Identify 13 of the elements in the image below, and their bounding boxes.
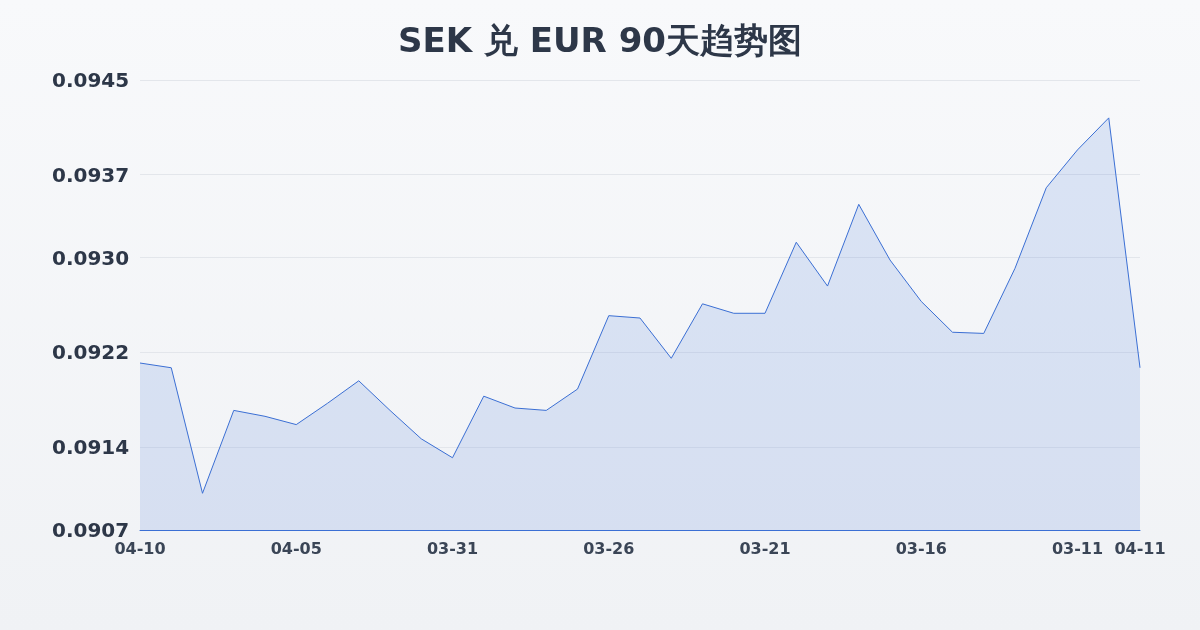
y-tick-label: 0.0930 [52, 245, 130, 270]
x-tick-label: 04-05 [270, 538, 322, 558]
y-tick-label: 0.0922 [52, 340, 130, 365]
x-tick-label: 04-11 [1114, 538, 1166, 558]
x-tick-label: 03-31 [426, 538, 479, 558]
x-tick-label: 03-16 [895, 538, 947, 558]
x-tick-label: 03-11 [1051, 538, 1104, 558]
y-tick-label: 0.0914 [52, 435, 130, 460]
y-tick-label: 0.0937 [52, 162, 130, 187]
y-tick-label: 0.0945 [52, 68, 130, 92]
x-tick-label: 03-26 [583, 538, 635, 558]
x-tick-label: 03-21 [739, 538, 791, 558]
chart-title: SEK 兑 EUR 90天趋势图 [398, 20, 802, 60]
